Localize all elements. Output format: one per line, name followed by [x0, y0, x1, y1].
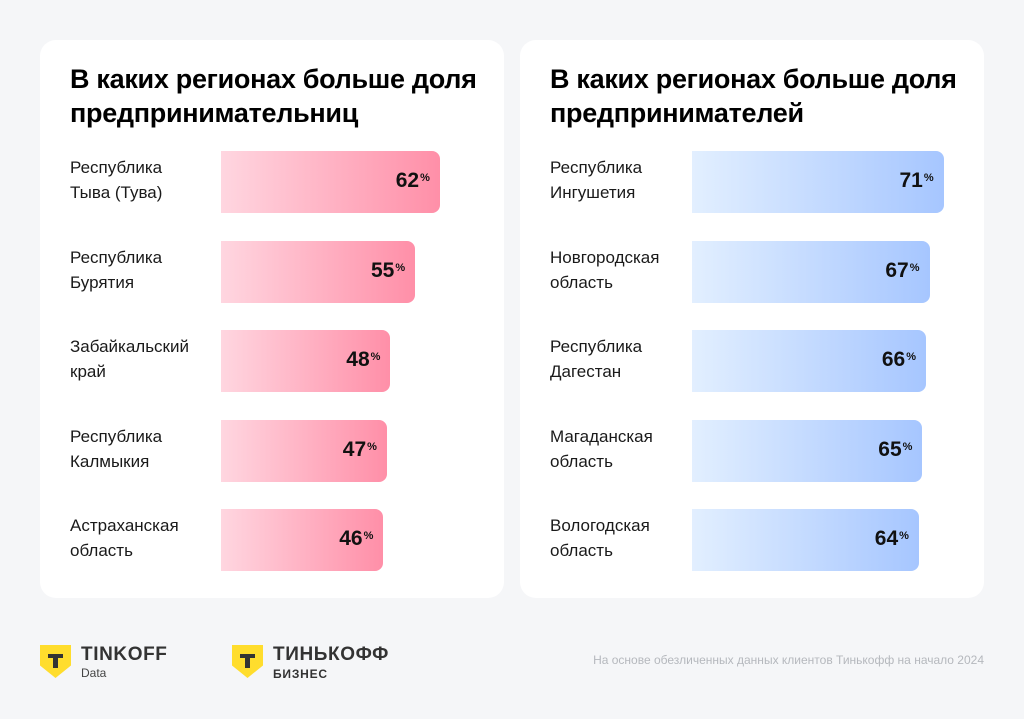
bar-row: Республика Калмыкия 47%: [40, 419, 504, 482]
tinkoff-shield-icon: [232, 645, 263, 678]
panel-women: В каких регионах больше доля предпринима…: [40, 40, 504, 598]
category-label: Республика Тыва (Тува): [70, 155, 210, 205]
category-label-line: область: [550, 541, 613, 560]
category-label-line: Республика: [70, 426, 163, 446]
data-label-value: 66: [881, 348, 906, 371]
category-label: Забайкальский край: [70, 334, 210, 384]
chart-title: В каких регионах больше доля предпринима…: [550, 64, 957, 128]
bar-row: Магаданская область 65%: [520, 419, 984, 482]
category-label-line: край: [70, 362, 106, 381]
bar: 46%: [221, 509, 384, 571]
data-label: 65%: [878, 438, 912, 462]
category-label: Республика Бурятия: [70, 245, 210, 295]
tinkoff-shield-icon: [40, 645, 71, 678]
data-label: 47%: [343, 438, 377, 462]
category-label-line: область: [550, 451, 613, 471]
category-label-line: область: [70, 541, 133, 560]
tinkoff-data-logo: TINKOFF Data: [40, 645, 168, 681]
category-label-line: Республика: [550, 337, 643, 356]
percent-sign: %: [923, 172, 934, 184]
category-label-line: Ингушетия: [550, 183, 636, 202]
logo-main-text: TINKOFF: [81, 644, 168, 665]
data-label: 71%: [899, 169, 933, 193]
data-label-value: 65: [878, 437, 902, 461]
logo-sub-text: БИЗНЕС: [273, 667, 328, 681]
category-label: Вологодская область: [550, 513, 690, 563]
data-label: 64%: [875, 527, 909, 551]
category-label: Республика Дагестан: [550, 334, 690, 384]
bar-row: Республика Ингушетия 71%: [520, 151, 984, 213]
bar-row: Республика Дагестан 66%: [520, 330, 984, 392]
bar-row: Астраханская область 46%: [40, 509, 504, 571]
category-label-line: Дагестан: [550, 362, 622, 381]
bar-row: Забайкальский край 48%: [40, 330, 504, 392]
category-label-line: Забайкальский: [70, 337, 189, 356]
chart-title: В каких регионах больше доля предпринима…: [70, 64, 477, 128]
data-label: 66%: [882, 348, 916, 372]
category-label-line: Бурятия: [70, 272, 135, 292]
tinkoff-business-logo: ТИНЬКОФФ БИЗНЕС: [232, 645, 389, 682]
percent-sign: %: [909, 261, 920, 274]
bar-row: Республика Бурятия 55%: [40, 240, 504, 303]
percent-sign: %: [395, 261, 406, 274]
category-label-line: Астраханская: [70, 516, 179, 535]
data-label-value: 46: [339, 527, 363, 550]
category-label: Астраханская область: [70, 513, 210, 563]
bar-row: Вологодская область 64%: [520, 509, 984, 571]
bar: 55%: [221, 240, 416, 303]
percent-sign: %: [906, 351, 916, 363]
bar-row: Республика Тыва (Тува) 62%: [40, 151, 504, 213]
category-label-line: Республика: [70, 247, 163, 267]
percent-sign: %: [370, 351, 381, 363]
logo-sub-text: Data: [81, 666, 107, 680]
bar: 62%: [221, 151, 440, 213]
category-label-line: Новгородская: [550, 247, 660, 267]
category-label-line: Вологодская: [550, 516, 650, 535]
percent-sign: %: [367, 440, 377, 453]
bar: 71%: [692, 151, 944, 213]
category-label-line: Тыва (Тува): [70, 183, 163, 202]
category-label-line: область: [550, 272, 613, 292]
data-label-value: 71: [899, 169, 923, 192]
percent-sign: %: [899, 530, 909, 542]
bar: 67%: [692, 240, 930, 303]
category-label-line: Республика: [550, 158, 643, 177]
data-label: 48%: [346, 348, 380, 372]
data-label-value: 55: [371, 258, 395, 282]
category-label: Республика Калмыкия: [70, 424, 210, 474]
bar: 64%: [692, 509, 919, 571]
data-label: 62%: [396, 169, 430, 193]
panel-men: В каких регионах больше доля предпринима…: [520, 40, 984, 598]
category-label: Новгородская область: [550, 245, 690, 295]
data-label-value: 64: [874, 527, 899, 550]
category-label: Магаданская область: [550, 424, 690, 474]
data-label: 67%: [885, 259, 919, 283]
bar: 66%: [692, 330, 926, 392]
data-label: 46%: [339, 527, 373, 551]
bar: 47%: [221, 419, 387, 482]
category-label: Республика Ингушетия: [550, 155, 690, 205]
percent-sign: %: [363, 530, 374, 542]
data-label-value: 62: [395, 169, 420, 192]
category-label-line: Магаданская: [550, 426, 653, 446]
source-note: На основе обезличенных данных клиентов Т…: [593, 653, 984, 667]
data-label: 55%: [371, 259, 405, 283]
data-label-value: 47: [342, 437, 367, 461]
category-label-line: Калмыкия: [70, 451, 150, 471]
category-label-line: Республика: [70, 158, 163, 177]
percent-sign: %: [420, 172, 430, 184]
percent-sign: %: [902, 440, 913, 453]
bar-row: Новгородская область 67%: [520, 240, 984, 303]
bar: 65%: [692, 419, 923, 482]
data-label-value: 67: [885, 258, 909, 282]
logo-main-text: ТИНЬКОФФ: [273, 644, 389, 665]
bar: 48%: [221, 330, 391, 392]
data-label-value: 48: [346, 348, 370, 371]
